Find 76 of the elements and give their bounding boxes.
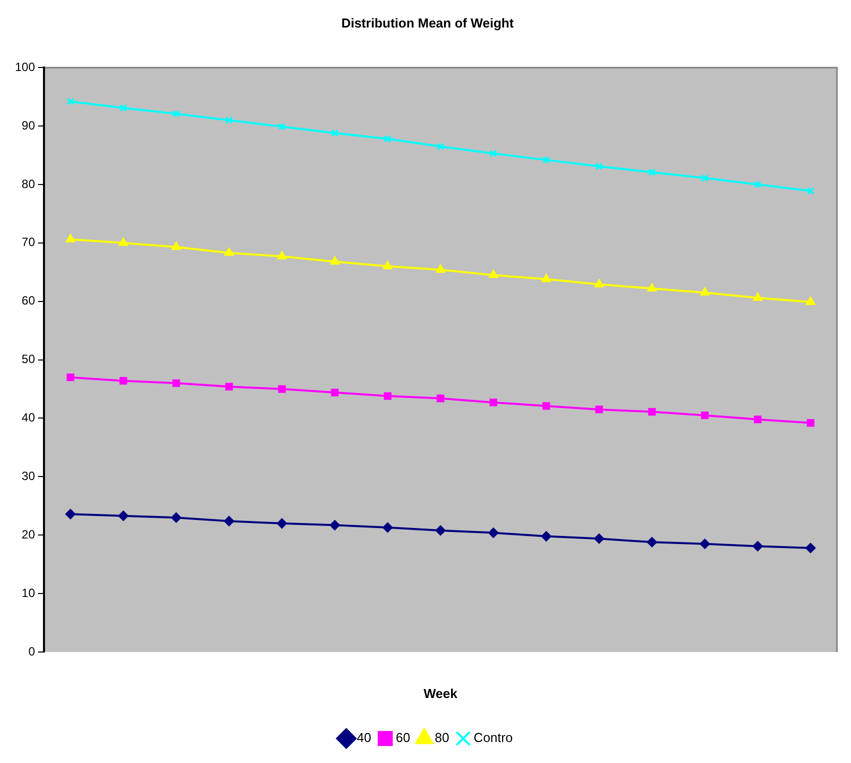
- legend-label: 60: [396, 730, 410, 746]
- y-tick-label: 40: [22, 410, 36, 425]
- y-tick-label: 90: [22, 118, 36, 132]
- point: [594, 534, 604, 544]
- point: [383, 261, 392, 270]
- y-tick-label: 10: [22, 586, 36, 600]
- point: [330, 129, 339, 137]
- y-tick-label: 0: [28, 644, 36, 658]
- point: [278, 385, 286, 393]
- point: [65, 509, 76, 520]
- point: [595, 162, 603, 170]
- point: [700, 538, 710, 549]
- point: [119, 104, 128, 112]
- point: [225, 382, 233, 391]
- point: [277, 251, 286, 260]
- point: [172, 242, 181, 250]
- y-tick-label: 100: [14, 60, 36, 74]
- point: [754, 416, 762, 424]
- legend-label: 40: [356, 730, 372, 746]
- point: [224, 516, 234, 526]
- point: [436, 264, 445, 273]
- point: [594, 279, 604, 288]
- y-tick-label: 50: [22, 352, 36, 366]
- point: [276, 518, 287, 528]
- point: [646, 537, 657, 548]
- point: [172, 379, 180, 388]
- point: [384, 392, 392, 400]
- point: [278, 122, 286, 130]
- point: [754, 180, 762, 188]
- x-axis-title: Week: [424, 686, 458, 701]
- y-tick-label: 20: [22, 527, 36, 542]
- point: [488, 270, 498, 278]
- point: [648, 408, 656, 416]
- chart-title: Distribution Mean of Weight: [341, 15, 514, 30]
- point: [806, 419, 814, 427]
- legend-label: Contro: [474, 730, 513, 746]
- y-tick-label: 70: [22, 235, 36, 250]
- point: [542, 274, 551, 282]
- point: [436, 142, 444, 150]
- point: [382, 522, 393, 533]
- point: [490, 150, 498, 158]
- point: [648, 284, 656, 292]
- point: [753, 292, 762, 301]
- point: [119, 377, 128, 385]
- point: [118, 510, 128, 521]
- point: [66, 98, 74, 106]
- point: [648, 168, 656, 176]
- point: [541, 531, 552, 542]
- point: [806, 542, 816, 553]
- point: [490, 398, 498, 406]
- point: [330, 388, 339, 396]
- point: [488, 528, 498, 538]
- point: [66, 234, 75, 242]
- point: [701, 174, 709, 182]
- point: [330, 520, 340, 530]
- y-tick-label: 60: [22, 294, 36, 308]
- point: [330, 256, 340, 265]
- legend-label: 80: [434, 730, 450, 746]
- point: [384, 135, 392, 143]
- point: [66, 374, 74, 382]
- point: [225, 116, 233, 124]
- point: [118, 238, 128, 246]
- point: [595, 406, 603, 414]
- point: [700, 288, 710, 296]
- point: [172, 110, 180, 118]
- point: [752, 541, 763, 552]
- point: [436, 394, 444, 402]
- point: [542, 402, 550, 410]
- point: [436, 525, 446, 536]
- y-tick-label: 80: [22, 176, 36, 191]
- point: [171, 512, 182, 523]
- point: [806, 296, 816, 305]
- point: [701, 411, 709, 420]
- point: [542, 156, 550, 164]
- point: [224, 248, 234, 256]
- y-tick-label: 30: [22, 468, 36, 483]
